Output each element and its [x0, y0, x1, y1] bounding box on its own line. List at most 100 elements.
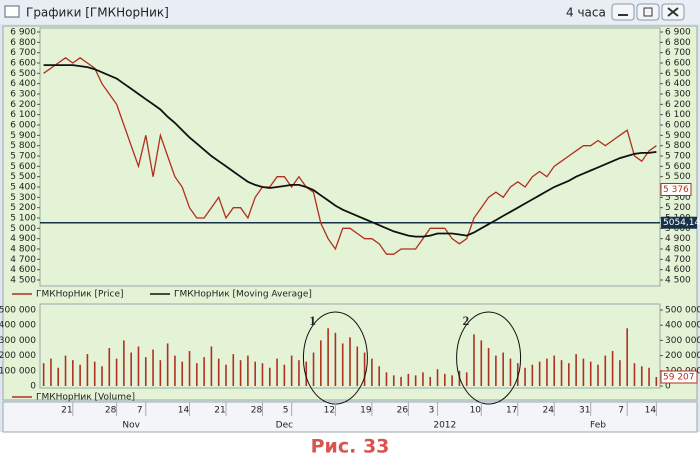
- y-tick-label: 6 100: [10, 110, 36, 120]
- y-tick-label: 5 600: [665, 162, 691, 172]
- volume-bar: [225, 364, 227, 386]
- level-label-box: [661, 216, 697, 229]
- volume-bar: [247, 355, 249, 386]
- x-tick-label: 24: [543, 406, 555, 416]
- timeframe[interactable]: 4 часа: [566, 6, 606, 20]
- y-tick-label: 5 200: [665, 203, 691, 213]
- volume-bar: [538, 361, 541, 386]
- volume-bar: [108, 348, 111, 386]
- date-axis: [2, 401, 698, 433]
- y-tick-label: 6 800: [10, 38, 36, 48]
- y-tick-label: 6 000: [665, 121, 691, 131]
- volume-bar: [502, 352, 504, 386]
- month-label: Feb: [590, 421, 606, 431]
- volume-plot: [39, 303, 661, 389]
- window-title: Графики [ГМКНорНик]: [26, 6, 169, 20]
- y-tick-label: 4 600: [665, 265, 691, 275]
- volume-bar: [480, 340, 483, 386]
- x-tick-label: 31: [579, 406, 590, 416]
- y2-tick-label: 400 000: [0, 321, 36, 331]
- y-tick-label: 5 300: [10, 193, 36, 203]
- title-bar: [0, 0, 700, 24]
- y-tick-label: 5 800: [665, 141, 691, 151]
- volume-bar: [553, 355, 556, 386]
- figure-caption: Рис. 33: [311, 436, 390, 458]
- volume-bar: [123, 340, 125, 386]
- price-marker-label: 5 376: [663, 185, 689, 195]
- volume-bar: [487, 348, 490, 386]
- y-tick-label: 5 900: [10, 131, 36, 141]
- volume-bar: [589, 361, 592, 386]
- y-tick-label: 4 800: [10, 245, 36, 255]
- volume-bar: [268, 367, 271, 386]
- volume-bar: [217, 358, 220, 386]
- y-tick-label: 5 500: [10, 172, 36, 182]
- y-tick-label: 6 800: [665, 38, 691, 48]
- volume-bar: [626, 328, 628, 386]
- volume-bar: [115, 358, 118, 386]
- volume-bar: [64, 355, 67, 386]
- volume-bar: [101, 366, 103, 386]
- y-tick-label: 6 200: [665, 100, 691, 110]
- price-marker-box: [660, 182, 692, 196]
- y-tick-label: 6 400: [665, 79, 691, 89]
- volume-bar: [546, 358, 548, 386]
- volume-bar: [422, 372, 424, 386]
- y-tick-label: 6 000: [10, 121, 36, 131]
- y-tick-label: 6 500: [10, 69, 36, 79]
- volume-bar: [72, 360, 74, 386]
- y2-tick-label: 0: [30, 382, 36, 392]
- y-tick-label: 6 300: [665, 90, 691, 100]
- y2-tick-label: 500 000: [665, 306, 700, 316]
- volume-bar: [203, 357, 205, 386]
- volume-bar: [524, 367, 526, 386]
- y-tick-label: 6 600: [665, 59, 691, 69]
- volume-bar: [516, 363, 519, 386]
- y-tick-label: 5 100: [10, 214, 36, 224]
- y-tick-label: 6 400: [10, 79, 36, 89]
- volume-bar: [50, 358, 52, 386]
- month-label: Nov: [122, 421, 140, 431]
- y-tick-label: 5 000: [665, 224, 691, 234]
- price-line: [43, 57, 657, 255]
- month-label: Dec: [276, 421, 293, 431]
- y2-tick-label: 100 000: [0, 366, 36, 376]
- volume-bar: [444, 373, 446, 386]
- y-tick-label: 6 700: [665, 48, 691, 58]
- y2-tick-label: 300 000: [0, 336, 36, 346]
- y-tick-label: 6 700: [10, 48, 36, 58]
- x-tick-label: 19: [360, 406, 372, 416]
- annotation-circle: [456, 311, 522, 405]
- y-tick-label: 6 100: [665, 110, 691, 120]
- volume-bar: [451, 375, 453, 386]
- volume-bar: [188, 351, 191, 386]
- y-tick-label: 6 500: [665, 69, 691, 79]
- y-tick-label: 4 900: [665, 234, 691, 244]
- y2-tick-label: 200 000: [0, 351, 36, 361]
- x-tick-label: 28: [105, 406, 117, 416]
- volume-bar: [371, 358, 373, 386]
- volume-bar: [181, 361, 184, 386]
- volume-bar: [473, 334, 475, 386]
- y2-tick-label: 400 000: [665, 321, 700, 331]
- volume-bar: [42, 363, 45, 386]
- volume-bar: [568, 363, 570, 386]
- volume-bar: [210, 346, 213, 386]
- volume-bar: [582, 358, 585, 386]
- y-tick-label: 5 400: [10, 183, 36, 193]
- volume-bar: [196, 363, 198, 386]
- volume-bar: [604, 355, 607, 386]
- volume-bar: [619, 360, 621, 386]
- volume-bar: [261, 363, 264, 386]
- volume-bar: [79, 364, 81, 386]
- volume-bar: [356, 346, 359, 386]
- y2-tick-label: 300 000: [665, 336, 700, 346]
- volume-bar: [495, 355, 497, 386]
- volume-bar: [378, 366, 380, 386]
- level-label: 5054,14: [663, 218, 700, 228]
- y-tick-label: 5 500: [665, 172, 691, 182]
- volume-bar: [232, 354, 235, 386]
- volume-marker-box: [660, 370, 698, 384]
- volume-bar: [254, 361, 256, 386]
- window-buttons[interactable]: [611, 3, 685, 21]
